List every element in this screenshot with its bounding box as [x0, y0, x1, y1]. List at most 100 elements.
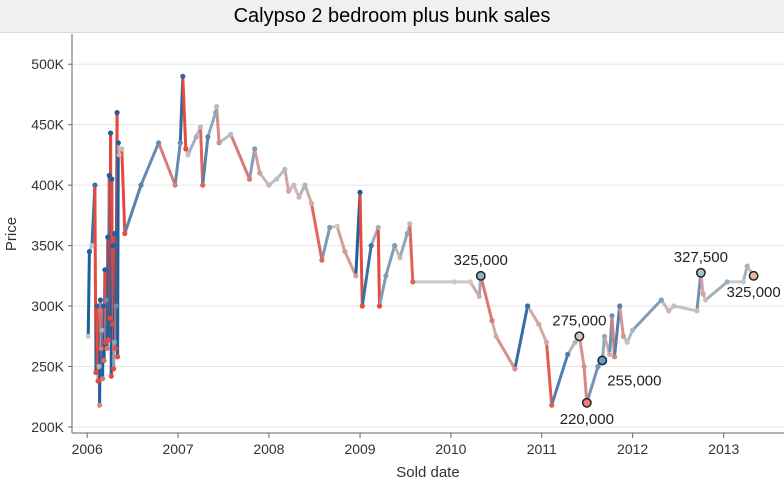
data-point — [368, 243, 374, 249]
data-point — [213, 110, 219, 116]
data-point — [103, 297, 109, 303]
x-tick-label: 2010 — [435, 441, 466, 457]
x-tick-label: 2011 — [527, 441, 557, 457]
data-point — [116, 152, 122, 158]
data-point — [581, 363, 587, 370]
y-tick-label: 250K — [31, 359, 64, 375]
data-point — [302, 182, 308, 188]
series-segment — [398, 232, 409, 260]
series-segment — [86, 250, 91, 338]
y-tick-label: 400K — [31, 177, 64, 193]
data-point — [493, 333, 499, 339]
x-axis-label: Sold date — [396, 464, 459, 481]
data-point — [113, 303, 119, 309]
series-segment — [253, 147, 262, 175]
highlight-label: 325,000 — [727, 284, 781, 301]
highlight-label: 327,500 — [674, 249, 728, 266]
data-point — [512, 366, 518, 372]
series-segment — [494, 334, 517, 371]
y-gridlines — [72, 63, 784, 428]
data-point — [216, 140, 222, 146]
data-point — [85, 333, 91, 339]
data-point — [193, 134, 199, 140]
y-tick-label: 450K — [31, 117, 64, 133]
data-point — [565, 351, 571, 357]
data-point — [724, 279, 730, 285]
series-segment — [585, 365, 600, 405]
data-point — [308, 200, 315, 206]
series-segment — [618, 304, 625, 338]
data-point — [740, 279, 746, 285]
series-segment — [545, 340, 554, 407]
data-point — [92, 182, 98, 188]
data-point — [609, 313, 615, 319]
data-point — [375, 224, 381, 231]
data-point — [89, 243, 95, 249]
y-tick-label: 300K — [31, 298, 64, 314]
series-segment — [173, 141, 182, 187]
data-point — [114, 110, 120, 116]
highlight-marker — [695, 267, 706, 278]
data-point — [156, 140, 162, 146]
highlight-marker — [748, 270, 759, 281]
data-point — [98, 345, 104, 351]
data-point — [228, 131, 234, 137]
data-point — [93, 369, 99, 376]
series-segment — [479, 274, 494, 323]
data-point — [266, 182, 272, 188]
data-point — [694, 308, 700, 314]
data-point — [94, 303, 100, 309]
data-point — [467, 279, 473, 285]
series-segment — [248, 147, 257, 181]
data-point — [392, 243, 398, 249]
data-point — [200, 182, 206, 188]
data-point — [620, 333, 627, 339]
data-point — [383, 273, 389, 279]
series-segment — [513, 304, 530, 371]
series-segment — [335, 224, 347, 254]
data-point — [296, 194, 302, 200]
data-point — [327, 224, 333, 231]
data-point — [397, 255, 403, 261]
data-point — [214, 103, 220, 110]
data-point — [180, 73, 186, 79]
series-segment — [384, 244, 397, 278]
y-tick-label: 350K — [31, 238, 64, 254]
data-point — [543, 339, 550, 345]
data-point — [197, 124, 204, 130]
data-point — [111, 339, 117, 345]
data-point — [376, 303, 383, 309]
series-segment — [310, 201, 324, 262]
highlight-label: 275,000 — [552, 312, 606, 329]
data-point — [246, 176, 253, 182]
series-segment — [206, 111, 218, 139]
data-point — [115, 354, 121, 360]
price-series — [85, 73, 757, 408]
data-point — [611, 354, 618, 360]
data-point — [96, 363, 102, 370]
data-point — [185, 152, 191, 158]
highlight-label: 325,000 — [454, 252, 508, 269]
data-point — [100, 376, 106, 382]
x-axis: 2006 2007 2008 2009 2010 2011 2012 2013 — [72, 432, 784, 457]
data-point — [102, 267, 108, 273]
data-point — [108, 373, 114, 379]
series-segment — [613, 304, 622, 359]
series-segment — [577, 334, 586, 368]
series-segment — [537, 322, 548, 344]
data-point — [112, 230, 118, 237]
series-segment — [468, 280, 481, 298]
data-point — [138, 182, 144, 188]
data-point — [274, 176, 280, 182]
data-point — [359, 303, 365, 309]
highlight-marker — [581, 397, 592, 408]
data-point — [525, 303, 531, 309]
data-point — [183, 146, 189, 152]
annotations: 325,000 275,000 220,000 255,000 327,500 325,0… — [454, 249, 781, 428]
y-tick-label: 500K — [31, 56, 64, 72]
data-point — [99, 327, 105, 333]
series-segment — [157, 141, 177, 187]
highlight-marker — [597, 355, 608, 366]
data-point — [205, 134, 211, 140]
